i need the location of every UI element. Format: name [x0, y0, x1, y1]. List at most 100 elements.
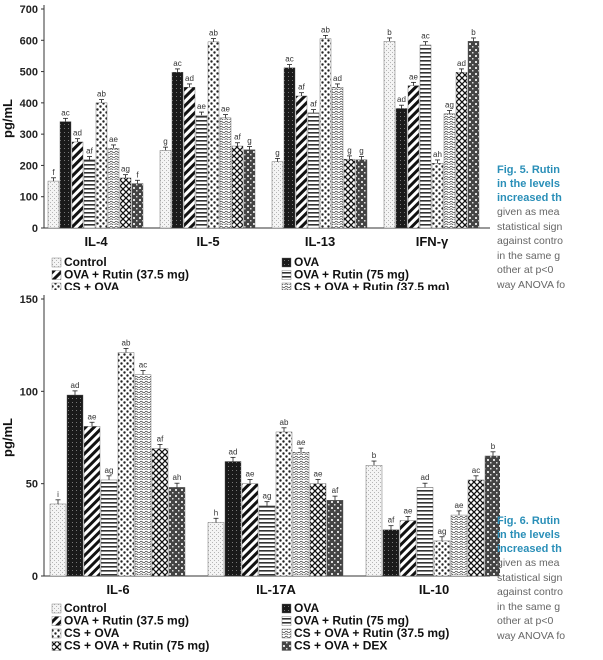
y-axis-label: pg/mL: [0, 99, 15, 138]
caption-body-line: other at p<0: [497, 615, 554, 627]
caption-body-line: way ANOVA fo: [497, 278, 566, 291]
significance-label: ad: [71, 381, 80, 390]
category-label-IL-6: IL-6: [106, 582, 129, 597]
caption-body-line: statistical sign: [497, 571, 563, 584]
significance-label: ag: [105, 466, 114, 475]
legend-swatch-3: [281, 616, 292, 626]
caption-body-line: statistical sign: [497, 220, 563, 233]
caption-body-line: given as mea: [497, 206, 560, 218]
bar-IL-13-series-2: [295, 95, 308, 229]
significance-label: g: [347, 146, 351, 155]
caption-title-line: in the levels: [497, 178, 560, 190]
bar-IL-10-series-5: [450, 514, 468, 577]
bar-IL-10-series-1: [382, 529, 400, 577]
legend-swatch-6: [51, 641, 62, 651]
bar-IL-5-series-5: [219, 117, 232, 229]
legend-swatch-1: [281, 257, 292, 268]
bar-IL-17A-series-5: [292, 452, 310, 577]
category-label-IFN-γ: IFN-γ: [416, 234, 449, 249]
legend-label-1: OVA: [294, 601, 319, 615]
bar-IL-4-series-2: [71, 141, 84, 229]
bar-IL-6-series-3: [100, 479, 118, 577]
significance-label: ag: [121, 165, 130, 174]
bar-IL-13-series-3: [307, 112, 320, 229]
legend-label-0: Control: [64, 255, 107, 269]
significance-label: ac: [285, 55, 293, 64]
significance-label: ad: [229, 447, 238, 456]
significance-label: ae: [455, 501, 464, 510]
significance-label: af: [388, 516, 395, 525]
legend-swatch-1: [281, 603, 292, 614]
bar-IL-10-series-7: [484, 455, 500, 577]
legend-label-1: OVA: [294, 255, 319, 269]
legend-label-2: OVA + Rutin (37.5 mg): [64, 614, 189, 628]
legend-label-0: Control: [64, 601, 107, 615]
bar-IL-6-series-2: [83, 426, 101, 577]
significance-label: ab: [209, 29, 218, 38]
y-tick-label: 0: [32, 571, 38, 583]
significance-label: ae: [404, 506, 413, 515]
caption-title-line: increased th: [497, 543, 562, 555]
bar-IL-6-series-5: [134, 374, 152, 577]
significance-label: ac: [139, 361, 147, 370]
significance-label: b: [471, 28, 476, 37]
y-tick-label: 500: [20, 67, 38, 79]
caption-body-line: against contro: [497, 235, 563, 247]
significance-label: af: [234, 133, 241, 142]
bar-IL-6-series-0: [49, 503, 67, 577]
significance-label: ad: [397, 95, 406, 104]
bar-IL-10-series-4: [433, 540, 451, 577]
significance-label: ad: [457, 59, 466, 68]
legend-swatch-4: [51, 628, 62, 639]
legend-swatch-4: [51, 282, 62, 290]
bar-IFN-γ-series-4: [431, 163, 444, 229]
bar-IFN-γ-series-6: [455, 71, 468, 229]
significance-label: ad: [185, 74, 194, 83]
bar-IL-17A-series-0: [207, 522, 225, 577]
bar-IFN-γ-series-5: [443, 113, 456, 229]
caption-title-line: in the levels: [497, 529, 560, 541]
caption-body-line: in the same g: [497, 600, 561, 613]
significance-label: ae: [409, 72, 418, 81]
legend-label-3: OVA + Rutin (75 mg): [294, 614, 409, 628]
category-label-IL-17A: IL-17A: [256, 582, 296, 597]
significance-label: ab: [321, 25, 330, 34]
significance-label: h: [214, 508, 218, 517]
significance-label: ae: [88, 412, 97, 421]
y-tick-label: 100: [20, 386, 38, 398]
bar-IL-17A-series-3: [258, 505, 276, 577]
bar-IL-4-series-1: [59, 121, 72, 229]
y-tick-label: 0: [32, 223, 38, 235]
category-label-IL-5: IL-5: [196, 234, 219, 249]
significance-label: g: [359, 147, 363, 156]
significance-label: af: [298, 83, 305, 92]
bar-IL-5-series-3: [195, 115, 208, 229]
significance-label: ae: [246, 470, 255, 479]
bar-IL-10-series-6: [467, 479, 485, 577]
bar-IL-17A-series-1: [224, 461, 242, 577]
bar-IL-6-series-7: [168, 487, 186, 577]
legend-label-6: CS + OVA + Rutin (75 mg): [64, 639, 209, 653]
bar-IL-5-series-4: [207, 41, 220, 229]
bar-IL-4-series-5: [107, 148, 120, 229]
y-tick-label: 200: [20, 160, 38, 172]
significance-label: ad: [73, 129, 82, 138]
bar-IL-10-series-3: [416, 487, 434, 577]
caption-body-line: other at p<0: [497, 264, 554, 276]
bar-IL-13-series-0: [271, 161, 284, 229]
bar-IL-4-series-0: [47, 180, 60, 229]
category-label-IL-13: IL-13: [305, 234, 335, 249]
legend-swatch-0: [51, 603, 62, 614]
significance-label: ac: [421, 32, 429, 41]
bar-IL-4-series-3: [83, 159, 96, 229]
figure-caption-fig5: Fig. 5. Rutin in the levels increased th…: [497, 163, 603, 292]
significance-label: af: [86, 147, 93, 156]
significance-label: ab: [122, 338, 131, 347]
cytokine-chart-fig6: pg/mL 0 50 100 150 i ad ae ag ab ac af ah IL-6 h ad ae ag…: [0, 294, 500, 653]
significance-label: ae: [221, 105, 230, 114]
caption-body-line: in the same g: [497, 249, 561, 262]
significance-label: ad: [421, 473, 430, 482]
y-tick-label: 300: [20, 129, 38, 141]
legend-label-4: CS + OVA: [64, 626, 120, 640]
bar-IL-13-series-6: [343, 158, 356, 229]
